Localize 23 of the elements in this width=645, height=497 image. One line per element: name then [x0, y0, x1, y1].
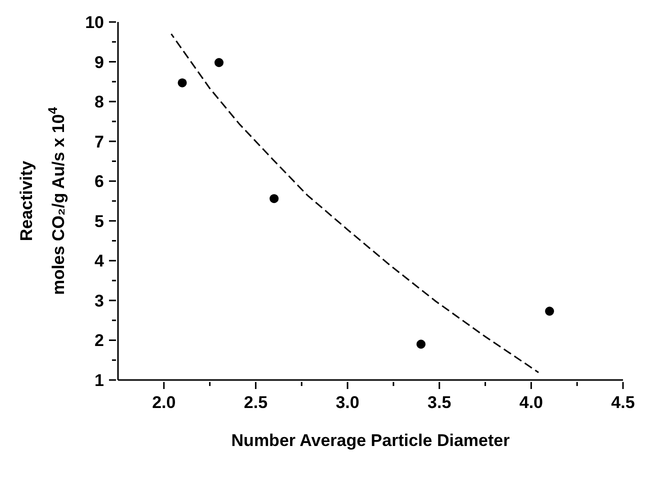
y-tick-label: 7 — [94, 132, 104, 152]
x-tick-label: 2.5 — [244, 393, 268, 412]
point — [214, 58, 224, 68]
x-tick-label: 3.5 — [428, 393, 452, 412]
x-tick-label: 4.0 — [519, 393, 543, 412]
y-tick-label: 6 — [94, 172, 104, 192]
line-series — [170, 33, 540, 374]
y-tick-label: 9 — [94, 52, 104, 72]
x-tick-label: 4.5 — [611, 393, 635, 412]
x-axis-title: Number Average Particle Diameter — [231, 431, 510, 450]
y-tick-label: 1 — [94, 371, 104, 390]
x-tick-label: 2.0 — [152, 393, 176, 412]
point — [270, 194, 279, 204]
y-tick-label: 5 — [94, 212, 104, 231]
y-tick-label: 2 — [94, 331, 104, 350]
point — [416, 340, 426, 349]
y-tick-label: 4 — [94, 252, 105, 271]
x-tick-label: 3.0 — [336, 393, 360, 412]
y-tick-label: 10 — [85, 13, 104, 32]
point — [178, 78, 187, 88]
point — [545, 306, 554, 316]
y-tick-label: 8 — [94, 92, 104, 112]
y-tick-label: 3 — [94, 291, 104, 310]
